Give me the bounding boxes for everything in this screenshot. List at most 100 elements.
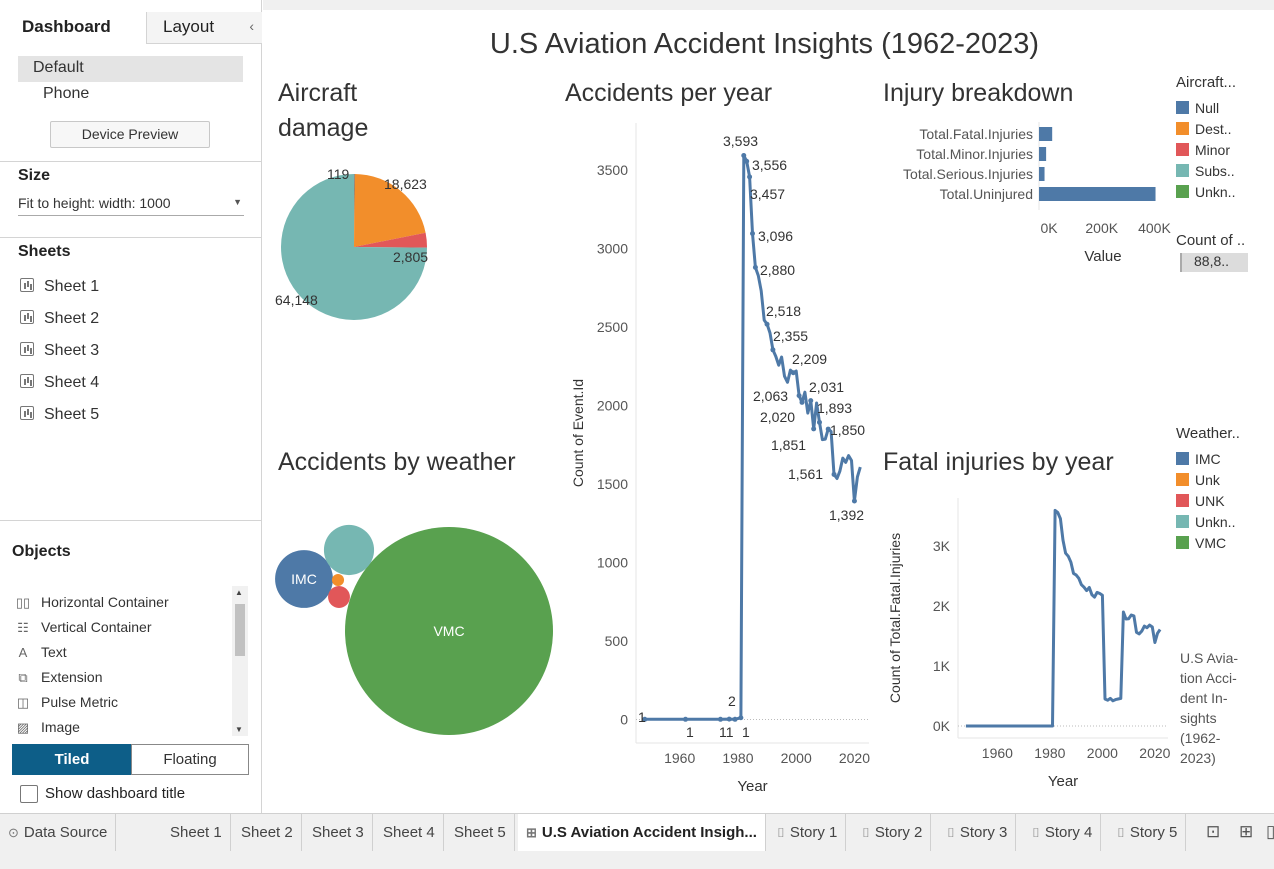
bottom-tab-sheet-2[interactable]: Sheet 2 <box>233 814 302 851</box>
bar-category-label: Total.Minor.Injuries <box>916 146 1033 162</box>
y-tick-label: 1000 <box>597 554 628 570</box>
new-worksheet-icon[interactable]: ⊡ <box>1206 822 1221 841</box>
bubble-label: VMC <box>433 623 464 639</box>
bottom-tab-sheet-5[interactable]: Sheet 5 <box>446 814 515 851</box>
data-point <box>825 426 831 432</box>
data-point <box>741 152 747 158</box>
data-point <box>738 715 744 721</box>
bottom-tab-label: Story 4 <box>1044 824 1093 841</box>
legend-item[interactable]: Minor <box>1176 139 1266 160</box>
bottom-tab-u-s-aviation-accident-insigh[interactable]: ⊞ U.S Aviation Accident Insigh... <box>518 814 766 851</box>
data-point <box>790 370 796 376</box>
accidents-by-weather-chart[interactable]: VMC IMC <box>263 485 563 745</box>
data-point <box>717 716 723 722</box>
object-vertical-container[interactable]: ☷ Vertical Container <box>15 619 151 641</box>
show-title-checkbox[interactable] <box>20 785 38 803</box>
bottom-tab-label: Story 5 <box>1129 824 1178 841</box>
bottom-tab-sheet-4[interactable]: Sheet 4 <box>375 814 444 851</box>
object-image[interactable]: ▨ Image <box>15 719 80 736</box>
legend-swatch <box>1176 473 1189 486</box>
legend-item[interactable]: Unk <box>1176 469 1266 490</box>
count-legend-value[interactable]: 88,8.. <box>1180 253 1248 272</box>
line-data-label: 1 <box>638 709 646 725</box>
new-dashboard-icon[interactable]: ⊞ <box>1239 822 1254 841</box>
sheet-item-4[interactable]: Sheet 4 <box>20 374 99 398</box>
object-pulse-metric[interactable]: ◫ Pulse Metric <box>15 694 118 716</box>
bottom-tab-story-3[interactable]: ⌷ Story 3 <box>939 814 1017 851</box>
collapse-panel-icon[interactable]: ‹ <box>249 18 254 34</box>
injury-breakdown-chart[interactable]: Total.Fatal.Injuries Total.Minor.Injuries… <box>863 118 1173 268</box>
object-extension[interactable]: ⧉ Extension <box>15 669 102 691</box>
story-icon: ⌷ <box>1032 825 1040 840</box>
new-story-icon[interactable]: ▯ <box>1266 822 1274 841</box>
object-horizontal-container[interactable]: ▯▯ Horizontal Container <box>15 594 169 616</box>
y-axis-title: Count of Total.Fatal.Injuries <box>887 533 903 703</box>
legend-item[interactable]: Unkn.. <box>1176 181 1266 202</box>
tab-layout-label: Layout <box>163 17 215 36</box>
legend-item[interactable]: UNK <box>1176 490 1266 511</box>
scroll-up-icon[interactable]: ▲ <box>235 588 243 597</box>
legend-item[interactable]: Subs.. <box>1176 160 1266 181</box>
accidents-per-year-chart[interactable]: 0 500 1000 1500 2000 2500 3000 3500 1960 1980 2000… <box>563 118 875 808</box>
legend-item[interactable]: Dest.. <box>1176 118 1266 139</box>
object-text[interactable]: A Text <box>15 644 67 666</box>
scrollbar-thumb[interactable] <box>235 604 245 656</box>
legend-item[interactable]: Unkn.. <box>1176 511 1266 532</box>
vertical-container-icon: ☷ <box>17 620 29 635</box>
left-panel: Dashboard Layout ‹ Default Phone Device … <box>0 0 262 813</box>
x-axis-title: Year <box>1048 773 1078 790</box>
legend-item[interactable]: IMC <box>1176 448 1266 469</box>
bottom-tab-story-2[interactable]: ⌷ Story 2 <box>854 814 932 851</box>
legend-swatch <box>1176 494 1189 507</box>
sheet-item-3[interactable]: Sheet 3 <box>20 342 99 366</box>
device-item-phone[interactable]: Phone <box>43 85 90 102</box>
bottom-tab-data-source[interactable]: ⊙ Data Source <box>0 814 117 851</box>
line-data-label: 1 <box>742 724 750 740</box>
series-line <box>965 508 1162 728</box>
data-point <box>642 716 648 722</box>
bottom-tab-bar: ⊙ Data Source Sheet 1 Sheet 2 Sheet 3 Sheet 4… <box>0 813 1274 869</box>
objects-scrollbar[interactable]: ▲ ▼ <box>232 586 248 736</box>
sheet-item-2[interactable]: Sheet 2 <box>20 310 99 334</box>
legend-item[interactable]: VMC <box>1176 532 1266 553</box>
legend-item[interactable]: Null <box>1176 97 1266 118</box>
pie-slice <box>354 174 426 247</box>
tiled-button[interactable]: Tiled <box>12 744 132 775</box>
object-label: Pulse Metric <box>41 694 119 710</box>
size-dropdown[interactable]: Fit to height: width: 1000 ▼ <box>18 192 244 216</box>
legend-label: Dest.. <box>1195 120 1232 137</box>
bar <box>1039 147 1047 161</box>
data-source-icon: ⊙ <box>8 825 19 840</box>
pie-slice <box>281 174 427 320</box>
tab-layout[interactable]: Layout ‹ <box>146 12 262 44</box>
line-data-label: 1,851 <box>771 437 806 453</box>
legend-swatch <box>1176 515 1189 528</box>
size-section-title: Size <box>18 167 51 184</box>
bottom-tab-story-5[interactable]: ⌷ Story 5 <box>1109 814 1187 851</box>
x-tick-label: 1980 <box>1034 745 1065 761</box>
sheet-item-1[interactable]: Sheet 1 <box>20 278 99 302</box>
device-item-default[interactable]: Default <box>18 56 243 82</box>
sheet-item-5[interactable]: Sheet 5 <box>20 406 99 430</box>
bottom-tab-story-1[interactable]: ⌷ Story 1 <box>769 814 847 851</box>
line-data-label: 1,392 <box>829 507 864 523</box>
sheet-item-label: Sheet 1 <box>44 278 100 295</box>
image-icon: ▨ <box>16 720 30 735</box>
legend-label: UNK <box>1195 492 1225 509</box>
sheets-section-title: Sheets <box>18 243 71 260</box>
data-point <box>799 399 805 405</box>
floating-button[interactable]: Floating <box>131 744 249 775</box>
tab-dashboard[interactable]: Dashboard <box>0 12 146 44</box>
chevron-down-icon: ▼ <box>233 197 242 207</box>
legend-label: Subs.. <box>1195 162 1235 179</box>
aircraft-damage-pie-chart[interactable]: 119 18,623 2,805 64,148 <box>263 150 543 320</box>
panel-tabs: Dashboard Layout ‹ <box>0 12 262 44</box>
worksheet-icon <box>20 278 34 292</box>
bottom-tab-sheet-1[interactable]: Sheet 1 <box>162 814 231 851</box>
fatal-injuries-by-year-chart[interactable]: 0K 1K 2K 3K 1960 1980 2000 2020 Year Count of Tot… <box>878 488 1178 798</box>
scroll-down-icon[interactable]: ▼ <box>235 725 243 734</box>
line-data-label: 3,593 <box>723 133 758 149</box>
bottom-tab-sheet-3[interactable]: Sheet 3 <box>304 814 373 851</box>
bottom-tab-story-4[interactable]: ⌷ Story 4 <box>1024 814 1102 851</box>
device-preview-button[interactable]: Device Preview <box>50 121 210 148</box>
